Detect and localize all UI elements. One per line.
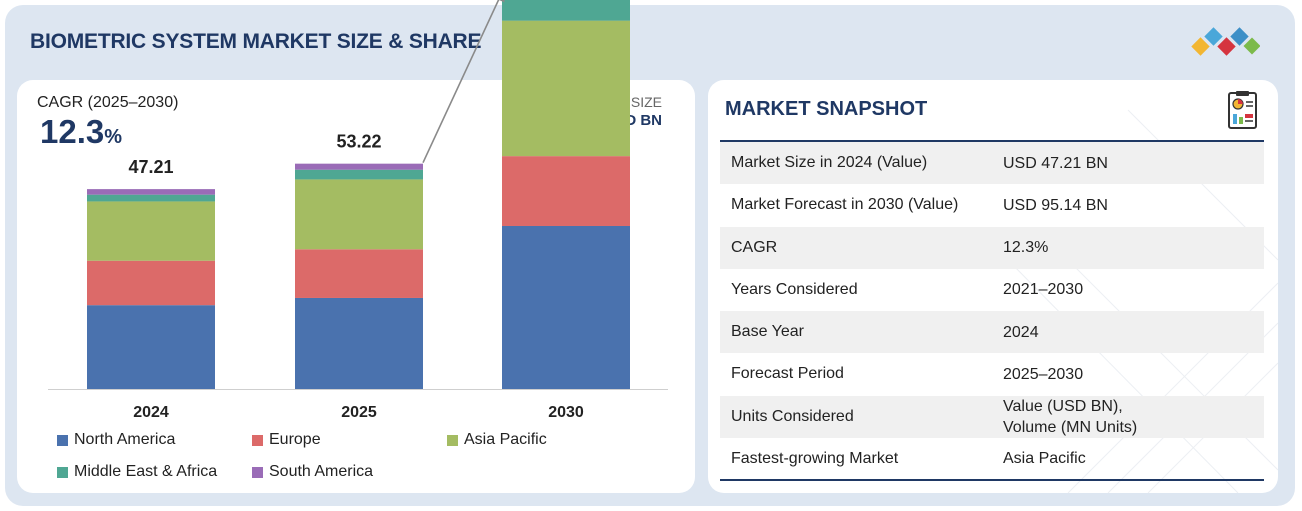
snapshot-bottom-rule [720,479,1264,481]
snapshot-value-text: 2021–2030 [1003,281,1084,299]
snapshot-row-label: CAGR [731,238,778,256]
snapshot-row: Market Forecast in 2030 (Value) USD 95.14… [720,184,1264,226]
snapshot-row-value: Asia Pacific [1003,448,1086,469]
legend-label: Middle East & Africa [74,463,218,480]
legend-item: Middle East & Africa [57,463,217,481]
snapshot-row: Market Size in 2024 (Value) USD 47.21 BN [720,142,1264,185]
x-tick-label: 2024 [133,404,169,421]
legend-label: South America [269,463,374,480]
legend-label: North America [74,431,176,448]
bar-segment [502,225,630,389]
legend-swatch [252,466,263,478]
x-tick-label: 2025 [341,404,377,421]
legend-swatch [252,434,263,446]
bar-segment [87,305,215,389]
bar-segment [502,0,630,21]
bar-segment [295,169,423,180]
snapshot-row-value: USD 95.14 BN [1003,195,1108,216]
legend-item: South America [252,463,373,481]
snapshot-row-value: 2025–2030 [1003,364,1083,385]
legend-label: Europe [269,431,321,448]
bar-total-label: 47.21 [128,157,173,177]
snapshot-row-label: Market Size in 2024 (Value) [731,154,928,172]
snapshot-value-text: 12.3% [1003,239,1049,257]
bar-segment [87,260,215,306]
snapshot-value-text: 2025–2030 [1003,365,1084,383]
snapshot-row-value: 2021–2030 [1003,279,1083,300]
bar-segment [295,297,423,389]
snapshot-value-text: USD 95.14 BN [1003,196,1108,214]
legend-item: Asia Pacific [447,431,547,449]
bar-segment [502,156,630,226]
legend-label: Asia Pacific [464,431,547,448]
snapshot-row-value: USD 47.21 BN [1003,153,1108,174]
cagr-number: 12.3 [40,113,105,150]
snapshot-row: CAGR 12.3% [720,226,1264,269]
legend-swatch [57,466,68,478]
snapshot-row-value: Value (USD BN), Volume (MN Units) [1003,396,1137,438]
snapshot-row: Fastest-growing Market Asia Pacific [720,438,1264,480]
bar-segment [295,179,423,250]
snapshot-row-label: Market Forecast in 2030 (Value) [731,196,959,214]
snapshot-value-text: Asia Pacific [1003,450,1086,468]
snapshot-row-value: 2024 [1003,322,1039,343]
bar-segment [295,249,423,298]
bar-segment [87,201,215,261]
cagr-label: CAGR (2025–2030) [37,94,179,111]
snapshot-row-label: Base Year [731,323,804,341]
snapshot-row-label: Years Considered [731,280,858,298]
snapshot-row-label: Units Considered [731,407,854,425]
snapshot-row-label: Fastest-growing Market [731,449,899,467]
bar-segment [502,20,630,157]
growth-arrow [422,0,505,164]
legend-swatch [447,434,458,446]
snapshot-table: Market Size in 2024 (Value) USD 47.21 BN M… [720,142,1264,480]
bar-segment [295,163,423,170]
legend-swatch [57,434,68,446]
snapshot-top-rule [720,140,1264,142]
snapshot-value-text: 2024 [1003,323,1039,341]
snapshot-row-value: 12.3% [1003,237,1048,258]
page-title: BIOMETRIC SYSTEM MARKET SIZE & SHARE [30,30,482,53]
cagr-percent-sign: % [104,126,123,148]
snapshot-title: MARKET SNAPSHOT [725,98,928,120]
bar-segment [87,194,215,202]
snapshot-value-text-line2: Volume (MN Units) [1003,418,1138,436]
snapshot-row-label: Forecast Period [731,365,844,383]
bar-segment [87,189,215,195]
snapshot-value-text: Value (USD BN), [1003,397,1123,415]
snapshot-row: Units Considered Value (USD BN), Volume (M… [720,395,1264,438]
report-icon [1228,91,1257,129]
snapshot-row: Base Year 2024 [720,311,1264,354]
snapshot-row: Forecast Period 2025–2030 [720,353,1264,395]
legend-item: Europe [252,431,321,449]
bar-total-label: 53.22 [336,132,381,152]
snapshot-value-text: USD 47.21 BN [1003,154,1108,172]
legend-item: North America [57,431,175,449]
x-tick-label: 2030 [548,404,584,421]
snapshot-row: Years Considered 2021–2030 [720,269,1264,311]
brand-logo-icon [1191,27,1260,56]
cagr-value: 12.3% [40,113,122,151]
